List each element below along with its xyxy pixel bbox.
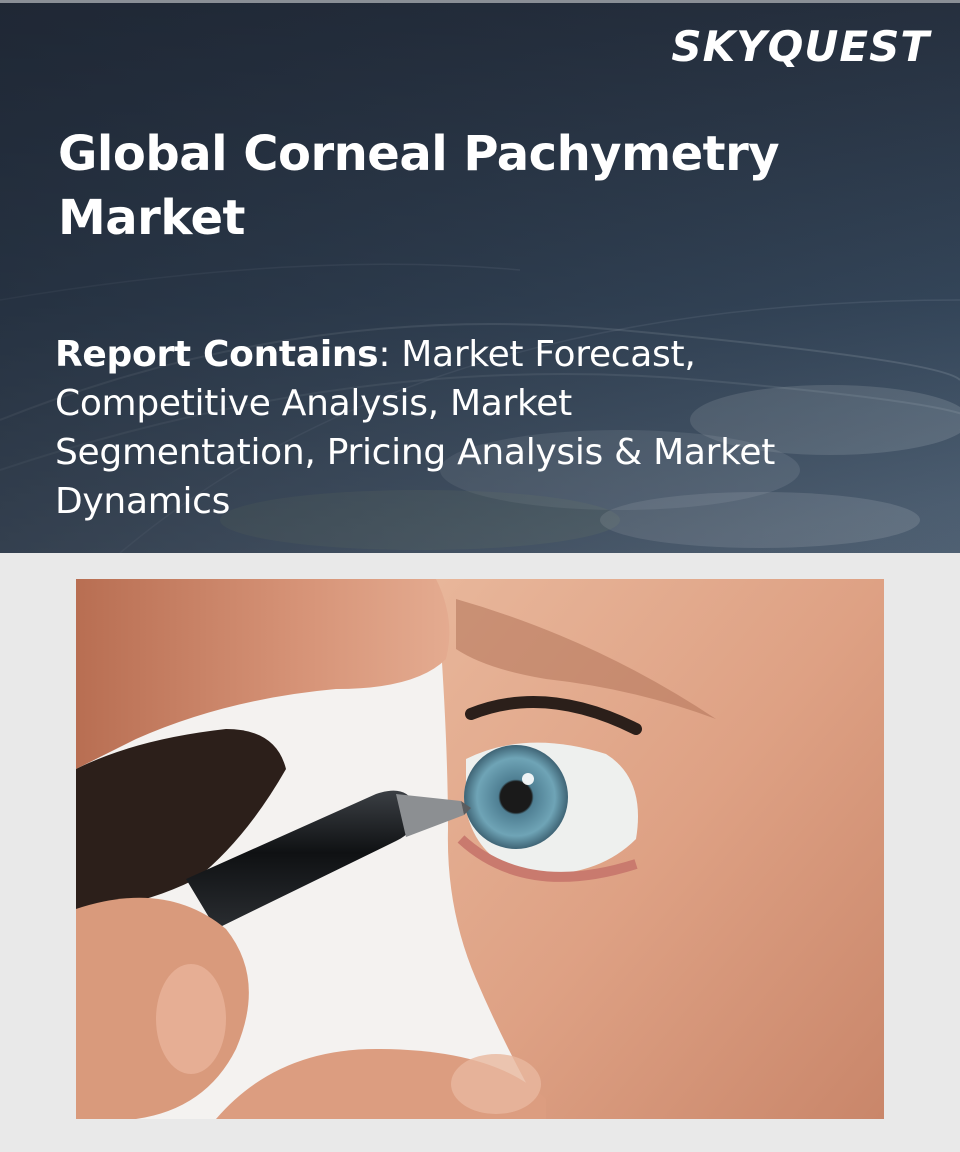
- report-contains-text: : Market Forecast, Competitive Analysis,…: [55, 334, 776, 522]
- skyquest-logo: SKYQUEST: [671, 22, 930, 71]
- hero-photo: [76, 579, 884, 1119]
- banner-overlay: [0, 0, 960, 553]
- top-border: [0, 0, 960, 3]
- page-title: Global Corneal Pachymetry Market: [58, 126, 780, 246]
- header-banner: SKYQUEST Global Corneal Pachymetry Marke…: [0, 0, 960, 553]
- eye-pachymetry-photo: [76, 579, 884, 1119]
- report-contents: Report Contains: Market Forecast, Compet…: [55, 330, 815, 526]
- report-contains-label: Report Contains: [55, 334, 379, 375]
